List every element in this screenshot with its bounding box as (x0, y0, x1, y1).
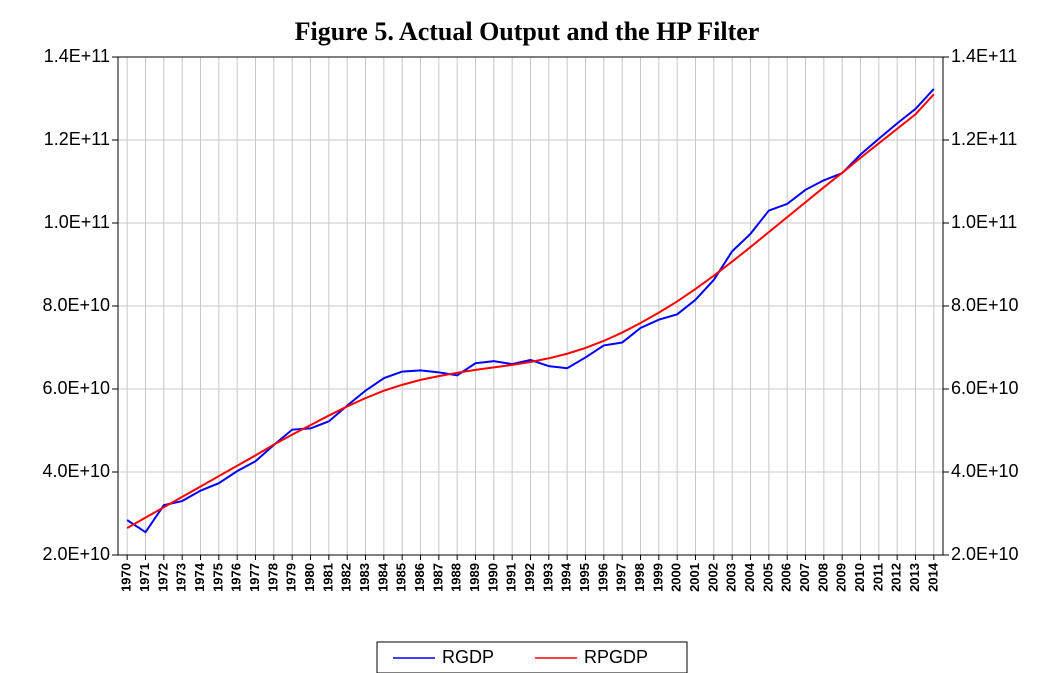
y-tick-label: 1.4E+11 (44, 46, 110, 66)
x-tick-label: 1977 (247, 563, 262, 592)
y2-tick-label: 1.2E+11 (951, 129, 1017, 149)
x-tick-label: 2004 (742, 562, 757, 592)
y2-tick-label: 6.0E+10 (951, 378, 1019, 398)
x-tick-label: 1974 (192, 562, 207, 592)
x-tick-label: 1997 (614, 563, 629, 592)
x-tick-label: 1980 (302, 563, 317, 592)
x-tick-label: 1971 (137, 563, 152, 592)
x-tick-label: 1999 (650, 563, 665, 592)
x-tick-label: 1993 (540, 563, 555, 592)
x-tick-label: 2011 (870, 563, 885, 591)
x-tick-label: 1984 (375, 562, 390, 592)
x-tick-label: 1976 (229, 563, 244, 592)
y-tick-label: 4.0E+10 (42, 461, 110, 481)
x-tick-label: 2014 (925, 562, 940, 592)
y-tick-label: 2.0E+10 (42, 544, 110, 564)
x-tick-label: 1987 (430, 563, 445, 592)
y2-tick-label: 4.0E+10 (951, 461, 1019, 481)
x-tick-label: 1996 (595, 563, 610, 592)
grid (118, 56, 943, 556)
x-tick-label: 2010 (852, 563, 867, 592)
x-tick-label: 1979 (284, 563, 299, 592)
x-tick-label: 2009 (834, 563, 849, 592)
x-tick-label: 1970 (119, 563, 134, 592)
x-tick-label: 1998 (632, 563, 647, 592)
y-tick-label: 1.2E+11 (44, 129, 110, 149)
series-line (126, 88, 935, 534)
x-tick-label: 2002 (705, 563, 720, 592)
x-tick-label: 1981 (320, 563, 335, 592)
x-tick-label: 1990 (485, 563, 500, 592)
x-tick-label: 1972 (155, 563, 170, 592)
marks (126, 88, 935, 534)
x-tick-label: 1975 (210, 563, 225, 592)
y-tick-label: 8.0E+10 (42, 295, 110, 315)
x-tick-label: 2012 (889, 563, 904, 592)
x-tick-label: 1994 (559, 562, 574, 592)
x-tick-label: 1989 (467, 563, 482, 592)
y2-tick-label: 1.4E+11 (951, 46, 1017, 66)
y-tick-label: 1.0E+11 (44, 212, 110, 232)
x-tick-label: 1992 (522, 563, 537, 592)
x-tick-label: 1985 (394, 563, 409, 592)
x-tick-label: 2003 (724, 563, 739, 592)
x-tick-label: 1988 (449, 563, 464, 592)
y2-tick-label: 8.0E+10 (951, 295, 1019, 315)
series-line (126, 93, 935, 529)
legend-label: RGDP (442, 647, 494, 667)
x-tick-label: 2001 (687, 563, 702, 592)
x-tick-label: 1995 (577, 563, 592, 592)
x-tick-label: 1983 (357, 563, 372, 592)
x-tick-label: 1986 (412, 563, 427, 592)
x-tick-label: 2006 (779, 563, 794, 592)
x-tick-label: 2008 (815, 563, 830, 592)
x-tick-label: 1982 (339, 563, 354, 592)
x-tick-label: 2007 (797, 563, 812, 592)
chart-title: Figure 5. Actual Output and the HP Filte… (295, 17, 760, 46)
y2-tick-label: 2.0E+10 (951, 544, 1019, 564)
y-tick-label: 6.0E+10 (42, 378, 110, 398)
x-tick-label: 1973 (174, 563, 189, 592)
legend-label: RPGDP (584, 647, 648, 667)
x-tick-label: 1991 (504, 563, 519, 592)
x-tick-label: 2005 (760, 563, 775, 592)
x-tick-label: 2000 (669, 563, 684, 592)
x-tick-label: 2013 (907, 563, 922, 592)
x-tick-label: 1978 (265, 563, 280, 592)
y2-tick-label: 1.0E+11 (951, 212, 1017, 232)
